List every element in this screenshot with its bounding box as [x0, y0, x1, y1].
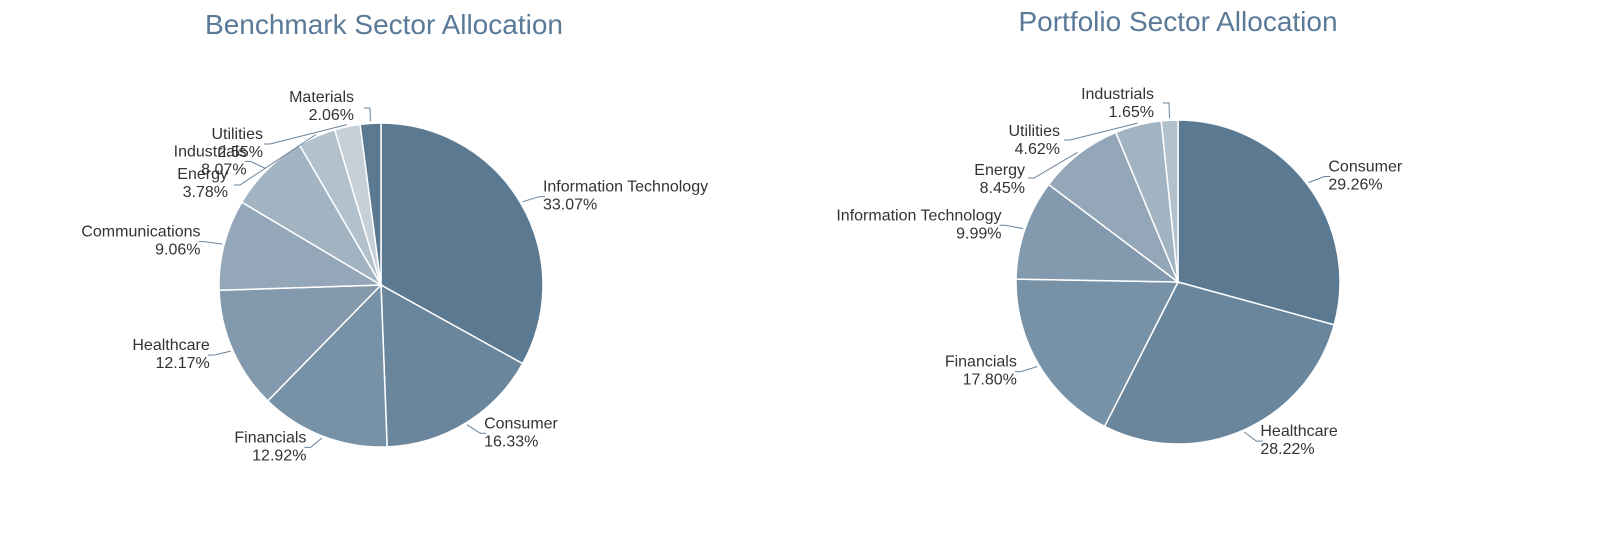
slice-label-financials: Financials	[945, 354, 1017, 371]
slice-label-information-technology: Information Technology	[543, 179, 708, 196]
pie-slice-financials	[1015, 278, 1180, 428]
leader-line-utilities	[1064, 122, 1138, 141]
leader-line-industrials	[244, 160, 266, 169]
pie-slice-energy	[1047, 131, 1180, 285]
slice-value-utilities: 2.55%	[218, 144, 263, 161]
slice-value-healthcare: 28.22%	[1260, 441, 1314, 458]
slice-value-energy: 3.78%	[183, 184, 228, 201]
slice-value-information-technology: 9.99%	[956, 225, 1001, 242]
slice-label-information-technology: Information Technology	[836, 207, 1001, 224]
slice-label-industrials: Industrials	[174, 143, 247, 160]
benchmark-pie-chart: Benchmark Sector Allocation Information …	[81, 9, 708, 464]
slice-label-financials: Financials	[234, 429, 306, 446]
slice-label-healthcare: Healthcare	[132, 337, 209, 354]
pie-slice-healthcare	[1103, 281, 1336, 445]
slice-value-financials: 17.80%	[963, 372, 1017, 389]
leader-line-information-technology	[522, 196, 545, 203]
slice-value-consumer: 29.26%	[1328, 176, 1382, 193]
pie-slice-materials	[359, 122, 382, 286]
slice-label-healthcare: Healthcare	[1260, 423, 1337, 440]
slice-label-energy: Energy	[177, 166, 228, 183]
slice-value-energy: 8.45%	[980, 180, 1025, 197]
pie-slice-healthcare	[218, 284, 383, 402]
pie-slice-financials	[266, 283, 388, 448]
chart-title: Portfolio Sector Allocation	[1018, 6, 1337, 37]
leader-line-energy	[234, 134, 317, 186]
leader-line-healthcare	[1243, 431, 1263, 442]
leader-line-energy	[1028, 151, 1078, 179]
pie-slice-information-technology	[380, 122, 544, 365]
leader-line-information-technology	[999, 224, 1024, 230]
slice-label-communications: Communications	[81, 224, 200, 241]
leader-line-utilities	[264, 124, 348, 145]
slice-value-communications: 9.06%	[155, 242, 200, 259]
leader-line-consumer	[466, 424, 487, 434]
leader-line-materials	[364, 107, 371, 122]
portfolio-pie-chart: Portfolio Sector Allocation Consumer29.2…	[836, 6, 1402, 458]
pie-slice-consumer	[380, 283, 524, 448]
slice-value-consumer: 16.33%	[484, 433, 538, 450]
slice-value-industrials: 8.07%	[201, 161, 246, 178]
chart-title: Benchmark Sector Allocation	[205, 9, 563, 40]
slice-value-information-technology: 33.07%	[543, 197, 597, 214]
slice-label-consumer: Consumer	[484, 415, 558, 432]
leader-line-communications	[198, 241, 223, 245]
pie-slice-consumer	[1177, 119, 1341, 326]
leader-line-industrials	[1163, 102, 1170, 119]
leader-line-financials	[1014, 366, 1038, 373]
slice-label-materials: Materials	[289, 89, 354, 106]
leader-line-financials	[304, 437, 323, 448]
slice-label-utilities: Utilities	[1008, 123, 1060, 140]
pie-slice-information-technology	[1015, 183, 1181, 283]
slice-label-energy: Energy	[974, 162, 1025, 179]
slice-value-industrials: 1.65%	[1109, 104, 1154, 121]
leader-line-consumer	[1308, 176, 1331, 184]
slice-label-consumer: Consumer	[1328, 158, 1402, 175]
slice-value-healthcare: 12.17%	[155, 355, 209, 372]
pie-slices	[1015, 119, 1341, 445]
slice-label-utilities: Utilities	[211, 126, 263, 143]
pie-slice-industrials	[1160, 119, 1179, 283]
slice-value-utilities: 4.62%	[1015, 141, 1060, 158]
leader-line-healthcare	[207, 350, 232, 356]
pie-slice-communications	[218, 201, 384, 292]
pie-slices	[218, 122, 544, 448]
slice-value-financials: 12.92%	[252, 447, 306, 464]
slice-value-materials: 2.06%	[309, 107, 354, 124]
slice-label-industrials: Industrials	[1081, 86, 1154, 103]
